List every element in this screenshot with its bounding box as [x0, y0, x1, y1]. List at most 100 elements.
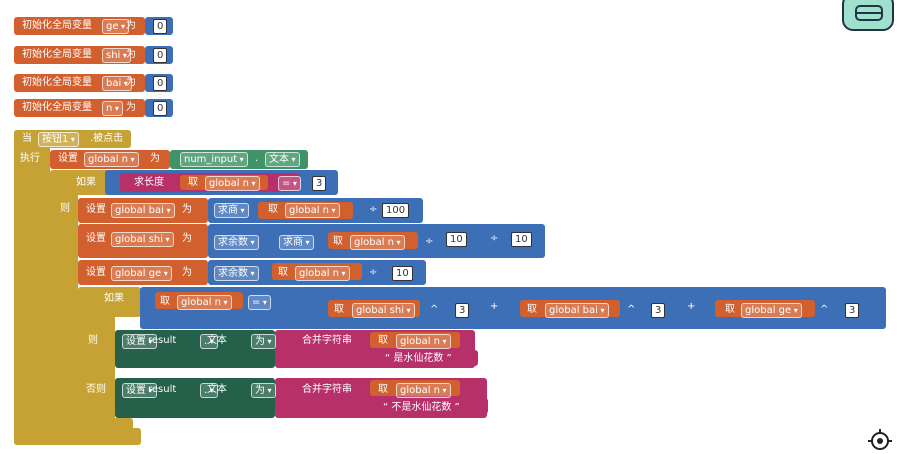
number-field: 0 — [153, 101, 168, 116]
block-text: ÷ — [369, 267, 378, 278]
block-text: 为 — [150, 153, 160, 164]
dropdown-field: global n — [84, 152, 139, 167]
block-text: ^ — [627, 304, 636, 315]
block-text: 文本 — [207, 384, 227, 395]
dropdown-field: global shi — [352, 303, 415, 318]
block-text: 初始化全局变量 — [22, 102, 92, 113]
block-text: 取 — [334, 304, 344, 315]
block-text: 为 — [182, 233, 192, 244]
block — [78, 287, 115, 429]
block — [78, 418, 133, 430]
string-field: 是水仙花数 — [385, 352, 452, 365]
block-text: 如果 — [104, 293, 124, 304]
block-text: 合并字符串 — [302, 384, 352, 395]
block-text: 否则 — [86, 384, 106, 395]
block — [14, 130, 50, 445]
number-field: 10 — [511, 232, 532, 247]
dropdown-field: ge — [102, 19, 130, 34]
block — [50, 170, 78, 436]
block-text: ^ — [430, 304, 439, 315]
number-field: 3 — [455, 303, 470, 318]
block-text: 为 — [182, 267, 192, 278]
block-text: + — [687, 301, 696, 312]
block-text: + — [490, 301, 499, 312]
block-text: 当 — [22, 133, 32, 144]
dropdown-field: 为 — [251, 334, 276, 349]
block-text: 取 — [378, 384, 388, 395]
string-field: 不是水仙花数 — [383, 401, 460, 414]
dropdown-field: 求商 — [279, 235, 314, 250]
block-text: 为 — [126, 102, 136, 113]
block-text: 为 — [126, 20, 136, 31]
block-text: ^ — [820, 304, 829, 315]
block-text: ÷ — [490, 233, 499, 244]
block-text: 为 — [126, 49, 136, 60]
block-text: 取 — [378, 335, 388, 346]
dropdown-field: 文本 — [265, 152, 300, 167]
block-text: 设置 — [58, 153, 78, 164]
dropdown-field: global bai — [111, 203, 175, 218]
block-text: 为 — [126, 77, 136, 88]
block-text: 文本 — [207, 335, 227, 346]
dropdown-field: global shi — [111, 232, 174, 247]
number-field: 10 — [392, 266, 413, 281]
block-text: 取 — [333, 236, 343, 247]
block-text: 初始化全局变量 — [22, 77, 92, 88]
dropdown-field: 为 — [251, 383, 276, 398]
number-field: 3 — [845, 303, 860, 318]
dropdown-field: n — [102, 101, 123, 116]
dropdown-field: 求商 — [214, 203, 249, 218]
dropdown-field: global n — [177, 295, 232, 310]
block-text: 则 — [88, 335, 98, 346]
block-text: result — [148, 384, 177, 395]
number-field: 0 — [153, 19, 168, 34]
number-field: 100 — [382, 203, 410, 218]
block-text: 设置 — [86, 233, 106, 244]
block-text: 则 — [60, 203, 70, 214]
block-text: 取 — [160, 296, 170, 307]
dropdown-field: global ge — [741, 303, 802, 318]
dropdown-field: global n — [205, 176, 260, 191]
dropdown-field: shi — [102, 48, 131, 63]
block-text: 初始化全局变量 — [22, 49, 92, 60]
dropdown-field: 按钮1 — [38, 132, 79, 147]
block-text: 取 — [278, 267, 288, 278]
dropdown-field: global bai — [545, 303, 609, 318]
dropdown-field: global n — [396, 334, 451, 349]
dropdown-field: 求余数 — [214, 235, 259, 250]
number-field: 3 — [312, 176, 327, 191]
block-text: 设置 — [86, 267, 106, 278]
number-field: 10 — [446, 232, 467, 247]
block-text: .被点击 — [90, 133, 124, 144]
dropdown-field: 求余数 — [214, 266, 259, 281]
dropdown-field: . — [200, 383, 218, 398]
block-text: 求长度 — [134, 177, 164, 188]
dropdown-field: global n — [295, 266, 350, 281]
dropdown-field: 设置 — [122, 383, 157, 398]
block-text: 初始化全局变量 — [22, 20, 92, 31]
number-field: 0 — [153, 76, 168, 91]
block-text: 合并字符串 — [302, 335, 352, 346]
block-text: . — [255, 153, 259, 164]
block-text: 为 — [182, 204, 192, 215]
block-text: 取 — [188, 177, 198, 188]
block-text: result — [148, 335, 177, 346]
block-text: 设置 — [86, 204, 106, 215]
dropdown-field: global n — [285, 203, 340, 218]
dropdown-field: bai — [102, 76, 132, 91]
block-text: ÷ — [369, 204, 378, 215]
block-text: 执行 — [20, 153, 40, 164]
block-text: 取 — [725, 304, 735, 315]
dropdown-field: . — [200, 334, 218, 349]
block-text: 取 — [527, 304, 537, 315]
block-text: 取 — [268, 204, 278, 215]
dropdown-field: global n — [396, 383, 451, 398]
number-field: 0 — [153, 48, 168, 63]
dropdown-field: = — [278, 176, 301, 191]
number-field: 3 — [651, 303, 666, 318]
dropdown-field: num_input — [180, 152, 248, 167]
dropdown-field: global n — [350, 235, 405, 250]
block-text: ÷ — [425, 236, 434, 247]
